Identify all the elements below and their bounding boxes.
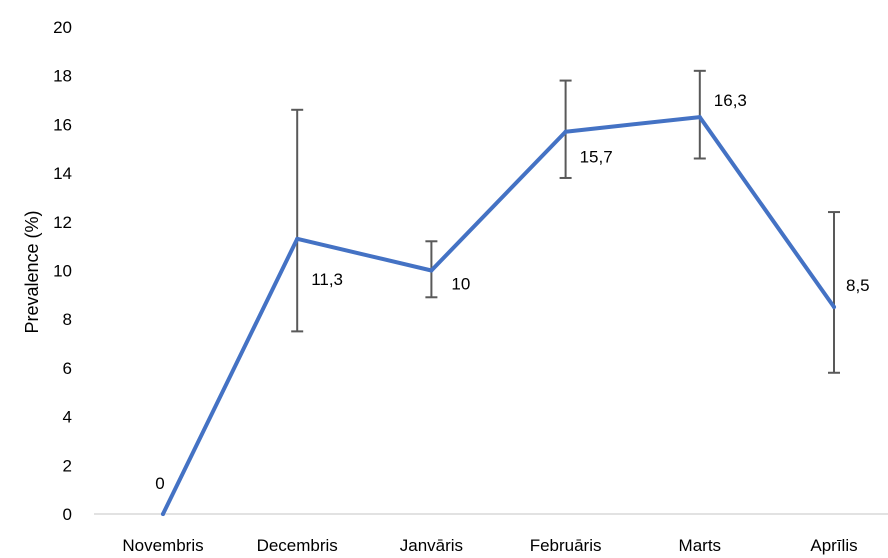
y-axis-ticks: 0 2 4 6 8 10 12 14 16 18 20 [53,18,72,524]
data-label: 11,3 [311,270,343,289]
series-line [161,115,836,516]
data-point [563,129,568,134]
x-tick-label: Decembris [257,536,338,555]
x-tick-label: Februāris [530,536,602,555]
data-label: 16,3 [714,91,747,110]
data-point [832,305,836,310]
data-label: 10 [451,275,470,294]
y-tick-label: 18 [53,67,72,86]
data-point [161,512,165,516]
y-tick-label: 6 [63,359,72,378]
data-point [697,115,702,120]
y-tick-label: 4 [63,408,72,427]
data-point [429,268,434,273]
y-tick-label: 8 [63,310,72,329]
data-labels: 0 11,3 10 15,7 16,3 8,5 [155,91,869,493]
x-axis-ticks: Novembris Decembris Janvāris Februāris Marts… [122,536,857,555]
error-bar [828,211,840,374]
error-bars [291,69,840,374]
y-tick-label: 10 [53,262,72,281]
y-axis-title: Prevalence (%) [22,210,42,333]
y-tick-label: 2 [63,456,72,475]
error-bar [559,79,572,179]
error-bar [291,108,304,333]
x-tick-label: Novembris [122,536,203,555]
series-polyline [161,115,836,516]
data-label: 15,7 [580,148,613,167]
y-tick-label: 14 [53,164,72,183]
y-tick-label: 16 [53,115,72,134]
x-tick-label: Janvāris [400,536,463,555]
data-label: 0 [155,474,164,493]
x-tick-label: Marts [679,536,722,555]
data-label: 8,5 [846,276,870,295]
y-tick-label: 0 [63,505,72,524]
x-tick-label: Aprīlis [810,536,857,555]
y-tick-label: 20 [53,18,72,37]
data-point [295,236,300,241]
y-tick-label: 12 [53,213,72,232]
error-bar [693,69,706,160]
